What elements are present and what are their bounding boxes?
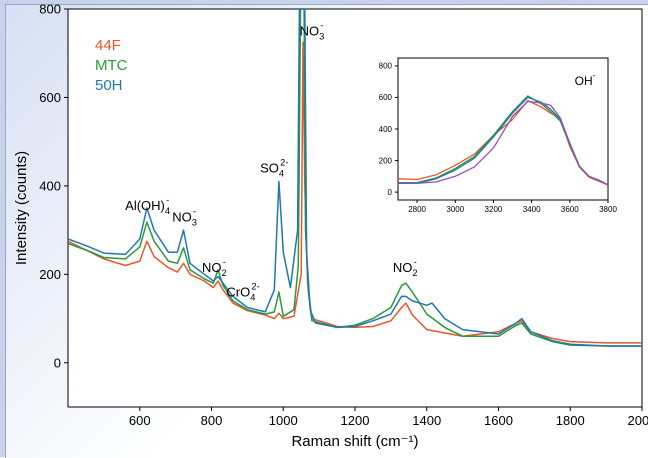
main-x-tick-label: 1000	[269, 413, 298, 428]
inset-x-tick-label: 3800	[599, 205, 617, 214]
peak-label-subscript: 4	[279, 169, 284, 179]
inset-x-tick-label: 2800	[408, 205, 426, 214]
main-peak-label: Al(OH)4-	[125, 195, 170, 216]
inset-series-line-unlabeled-3	[398, 100, 608, 186]
main-x-tick-label: 800	[201, 413, 223, 428]
inset-x-tick-label: 3200	[485, 205, 503, 214]
peak-label-base: Al(OH)	[125, 198, 165, 213]
main-x-tick-label: 1200	[341, 413, 370, 428]
main-peak-label: NO2-	[393, 257, 418, 278]
peak-label-superscript: -	[223, 257, 226, 267]
main-x-tick-label: 1800	[556, 413, 585, 428]
main-y-tick-label: 800	[39, 2, 61, 17]
inset-y-tick-label: 200	[379, 156, 393, 165]
inset-y-tick-label: 400	[379, 125, 393, 134]
peak-label-base: NO	[300, 24, 320, 39]
legend-entry-50h: 50H	[95, 77, 123, 94]
main-peak-label: NO3-	[172, 206, 197, 227]
inset-x-tick-label: 3400	[523, 205, 541, 214]
peak-label-base: OH	[575, 74, 593, 88]
peak-label-base: SO	[260, 161, 279, 176]
main-x-tick-label: 1400	[412, 413, 441, 428]
inset-peak-label: OH-	[575, 70, 596, 88]
main-peak-label: SO42-	[260, 158, 288, 179]
peak-label-superscript: -	[593, 70, 596, 80]
inset-y-tick-label: 800	[379, 62, 393, 71]
peak-label-superscript: -	[166, 195, 169, 205]
main-peak-label: NO3-	[300, 21, 325, 42]
inset-x-tick-label: 3600	[561, 205, 579, 214]
main-y-tick-label: 400	[39, 178, 61, 193]
main-y-tick-label: 200	[39, 267, 61, 282]
peak-label-subscript: 4	[250, 292, 255, 302]
peak-label-superscript: 2-	[251, 281, 259, 291]
main-y-tick-label: 600	[39, 90, 61, 105]
main-peak-label: CrO42-	[226, 281, 259, 302]
main-series-line-50h	[68, 9, 642, 347]
peak-label-base: NO	[172, 209, 192, 224]
peak-label-base: NO	[202, 260, 222, 275]
inset-y-tick-label: 600	[379, 93, 393, 102]
main-x-tick-label: 1600	[484, 413, 513, 428]
legend-entry-44f: 44F	[95, 37, 121, 54]
peak-label-subscript: 3	[319, 32, 324, 42]
peak-label-superscript: -	[414, 257, 417, 267]
main-y-tick-label: 0	[54, 355, 61, 370]
main-peak-label: NO2-	[202, 257, 227, 278]
peak-label-subscript: 4	[165, 206, 170, 216]
legend-entry-mtc: MTC	[95, 57, 128, 74]
main-x-tick-label: 600	[129, 413, 151, 428]
peak-label-base: CrO	[226, 284, 250, 299]
x-axis-label: Raman shift (cm⁻¹)	[291, 433, 418, 450]
inset-y-tick-label: 0	[388, 188, 393, 197]
peak-label-superscript: -	[193, 206, 196, 216]
peak-label-subscript: 2	[412, 268, 417, 278]
peak-label-superscript: -	[320, 21, 323, 31]
peak-label-base: NO	[393, 260, 413, 275]
peak-label-superscript: 2-	[280, 158, 288, 168]
peak-label-subscript: 3	[192, 217, 197, 227]
inset-plot-area	[397, 57, 609, 201]
main-series-line-mtc	[68, 9, 642, 347]
inset-x-tick-label: 3000	[446, 205, 464, 214]
peak-label-subscript: 2	[222, 268, 227, 278]
y-axis-label: Intensity (counts)	[13, 151, 30, 265]
